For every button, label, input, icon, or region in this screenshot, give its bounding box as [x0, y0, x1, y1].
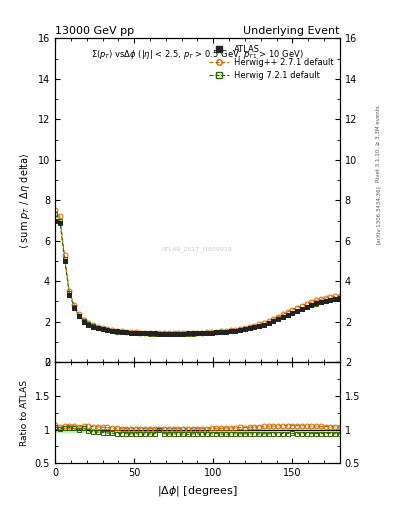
Text: Underlying Event: Underlying Event: [243, 26, 340, 36]
X-axis label: $|\Delta\phi|$ [degrees]: $|\Delta\phi|$ [degrees]: [157, 484, 238, 498]
Legend: ATLAS, Herwig++ 2.7.1 default, Herwig 7.2.1 default: ATLAS, Herwig++ 2.7.1 default, Herwig 7.…: [206, 42, 336, 83]
Text: Rivet 3.1.10, ≥ 3.3M events: Rivet 3.1.10, ≥ 3.3M events: [376, 105, 380, 182]
Y-axis label: Ratio to ATLAS: Ratio to ATLAS: [20, 380, 29, 446]
Text: 13000 GeV pp: 13000 GeV pp: [55, 26, 134, 36]
Text: $\Sigma(p_T)$ vs$\Delta\phi$ ($|\eta|$ < 2.5, $p_T$ > 0.5 GeV, $p_{T1}$ > 10 GeV: $\Sigma(p_T)$ vs$\Delta\phi$ ($|\eta|$ <…: [91, 48, 304, 61]
Text: [arXiv:1306.3434,36]: [arXiv:1306.3434,36]: [376, 186, 380, 244]
Text: ATLAS_2017_I1609919: ATLAS_2017_I1609919: [162, 246, 233, 252]
Y-axis label: $\langle$ sum $p_T$ / $\Delta\eta$ delta$\rangle$: $\langle$ sum $p_T$ / $\Delta\eta$ delta…: [18, 152, 32, 248]
